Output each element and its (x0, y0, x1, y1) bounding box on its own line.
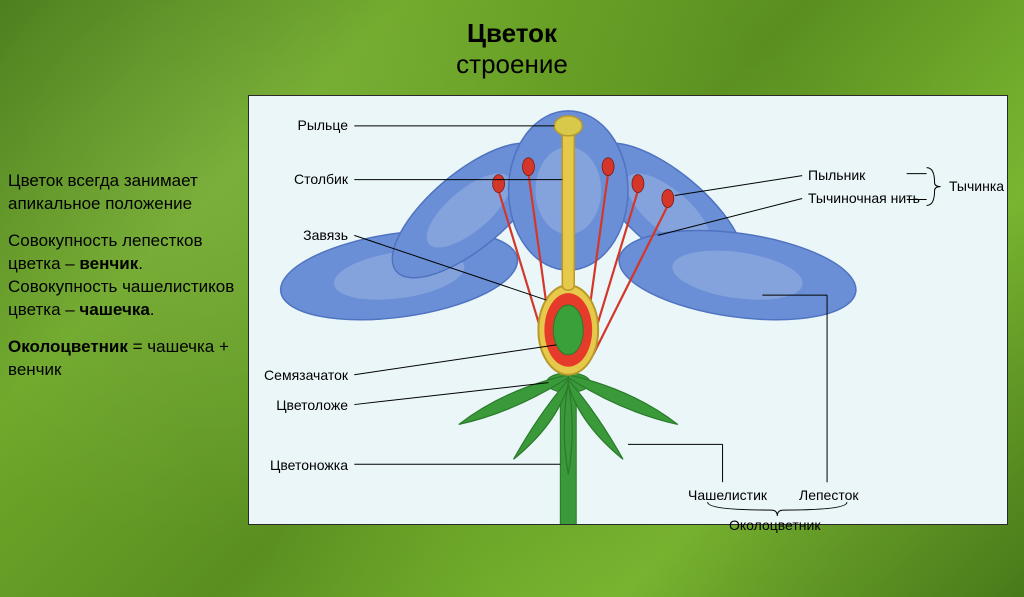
sidebar-text: Цветок всегда занимает апикальное положе… (8, 170, 238, 396)
label-perianth: Околоцветник (729, 517, 820, 533)
label-ovary: Завязь (190, 227, 348, 243)
label-style: Столбик (190, 171, 348, 187)
label-pedicel: Цветоножка (190, 457, 348, 473)
title-line1: Цветок (467, 18, 557, 48)
label-petal: Лепесток (799, 487, 859, 503)
label-stamen: Тычинка (949, 178, 1004, 194)
label-stigma: Рыльце (190, 117, 348, 133)
sidebar-p2: Совокупность лепестков цветка – венчик. … (8, 230, 238, 322)
title-line2: строение (456, 49, 568, 79)
label-ovule: Семязачаток (190, 367, 348, 383)
label-sepal: Чашелистик (688, 487, 767, 503)
label-receptacle: Цветоложе (190, 397, 348, 413)
flower-diagram (249, 96, 1007, 524)
page-title: Цветок строение (0, 18, 1024, 80)
label-anther: Пыльник (808, 167, 865, 183)
label-filament: Тычиночная нить (808, 190, 920, 206)
diagram-panel: РыльцеСтолбикЗавязьСемязачатокЦветоложеЦ… (248, 95, 1008, 525)
